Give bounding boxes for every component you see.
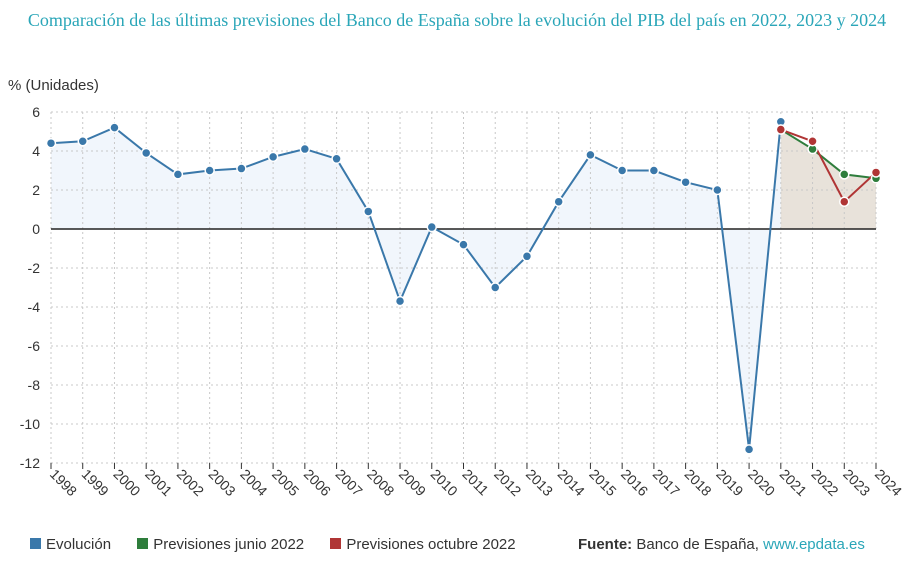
- forecast-area: [780, 129, 876, 229]
- data-point-0[interactable]: [204, 165, 215, 176]
- source-label: Fuente:: [578, 536, 633, 553]
- data-point-0[interactable]: [172, 169, 184, 180]
- source-link[interactable]: www.epdata.es: [763, 536, 865, 553]
- y-tick-label: -4: [28, 299, 41, 315]
- legend: Evolución Previsiones junio 2022 Previsi…: [30, 536, 538, 553]
- data-point-0[interactable]: [45, 137, 57, 149]
- y-tick-label: -8: [28, 377, 41, 393]
- data-point-2[interactable]: [870, 167, 882, 178]
- y-tick-label: -2: [28, 260, 41, 276]
- data-point-0[interactable]: [236, 163, 247, 174]
- x-tick-label: 2018: [681, 466, 714, 499]
- data-point-0[interactable]: [77, 136, 88, 147]
- data-point-0[interactable]: [426, 221, 438, 233]
- legend-swatch: [30, 538, 41, 549]
- legend-swatch: [330, 538, 342, 549]
- y-tick-label: 2: [32, 182, 40, 198]
- series-line-0: [50, 121, 782, 450]
- x-tick-label: 2007: [332, 466, 365, 499]
- series-line-2: [780, 128, 877, 204]
- x-tick-label: 2019: [713, 466, 746, 499]
- data-point-0[interactable]: [585, 149, 596, 161]
- x-tick-label: 2011: [459, 466, 492, 499]
- x-tick-label: 2024: [872, 466, 905, 499]
- source-text: Banco de España,: [636, 536, 759, 553]
- series-line-1: [780, 128, 877, 180]
- x-tick-label: 2009: [396, 466, 429, 499]
- x-tick-label: 2002: [174, 466, 207, 499]
- data-point-0[interactable]: [267, 151, 279, 163]
- legend-swatch: [137, 538, 149, 549]
- x-tick-label: 2005: [269, 466, 302, 499]
- data-point-0[interactable]: [331, 153, 342, 165]
- source-note: Fuente: Banco de España, www.epdata.es: [578, 536, 865, 553]
- x-tick-label: 1998: [47, 466, 80, 499]
- x-tick-label: 2004: [237, 466, 270, 499]
- data-point-0[interactable]: [553, 196, 564, 207]
- data-point-0[interactable]: [712, 184, 723, 196]
- legend-label: Evolución: [46, 536, 112, 553]
- x-tick-label: 2022: [808, 466, 841, 499]
- y-tick-label: 6: [32, 104, 40, 120]
- data-point-0[interactable]: [140, 147, 152, 159]
- y-axis-label: % (Unidades): [8, 77, 99, 94]
- legend-item-junio[interactable]: Previsiones junio 2022: [137, 536, 304, 553]
- legend-item-evolucion[interactable]: Evolución: [30, 536, 111, 553]
- data-point-0[interactable]: [489, 282, 501, 293]
- data-point-2[interactable]: [775, 124, 787, 135]
- x-tick-label: 2015: [586, 466, 619, 499]
- x-tick-label: 2010: [428, 466, 461, 499]
- data-point-0[interactable]: [109, 122, 120, 133]
- legend-item-octubre[interactable]: Previsiones octubre 2022: [330, 536, 516, 553]
- x-tick-label: 2008: [364, 466, 397, 499]
- legend-label: Previsiones octubre 2022: [346, 536, 516, 553]
- y-tick-label: 4: [32, 143, 40, 159]
- y-tick-label: 0: [32, 221, 40, 237]
- evolucion-area: [51, 121, 781, 450]
- data-point-0[interactable]: [394, 295, 406, 307]
- x-tick-label: 1999: [79, 466, 112, 499]
- x-tick-label: 2003: [206, 466, 239, 499]
- x-tick-label: 2012: [491, 466, 524, 499]
- y-tick-label: -12: [20, 455, 40, 471]
- x-tick-label: 2001: [142, 466, 175, 499]
- data-point-2[interactable]: [807, 136, 818, 147]
- data-point-0[interactable]: [680, 176, 691, 188]
- x-tick-label: 2017: [650, 466, 683, 499]
- data-point-0[interactable]: [458, 239, 469, 250]
- data-point-2[interactable]: [839, 196, 850, 207]
- x-tick-label: 2016: [618, 466, 651, 499]
- x-tick-label: 2006: [301, 466, 334, 499]
- x-tick-label: 2023: [840, 466, 873, 499]
- y-tick-label: -10: [20, 416, 40, 432]
- y-tick-label: -6: [28, 338, 41, 354]
- x-tick-label: 2020: [745, 466, 778, 499]
- data-point-0[interactable]: [521, 251, 533, 262]
- data-point-0[interactable]: [363, 206, 374, 217]
- data-point-0[interactable]: [299, 143, 311, 155]
- data-point-1[interactable]: [839, 169, 850, 180]
- data-point-0[interactable]: [648, 165, 660, 176]
- x-tick-label: 2021: [777, 466, 810, 499]
- x-tick-label: 2014: [555, 466, 588, 499]
- data-point-0[interactable]: [616, 165, 628, 176]
- chart-title: Comparación de las últimas previsiones d…: [27, 10, 887, 30]
- legend-label: Previsiones junio 2022: [153, 536, 305, 553]
- x-tick-label: 2013: [523, 466, 556, 499]
- data-point-0[interactable]: [743, 444, 755, 455]
- x-tick-label: 2000: [110, 466, 143, 499]
